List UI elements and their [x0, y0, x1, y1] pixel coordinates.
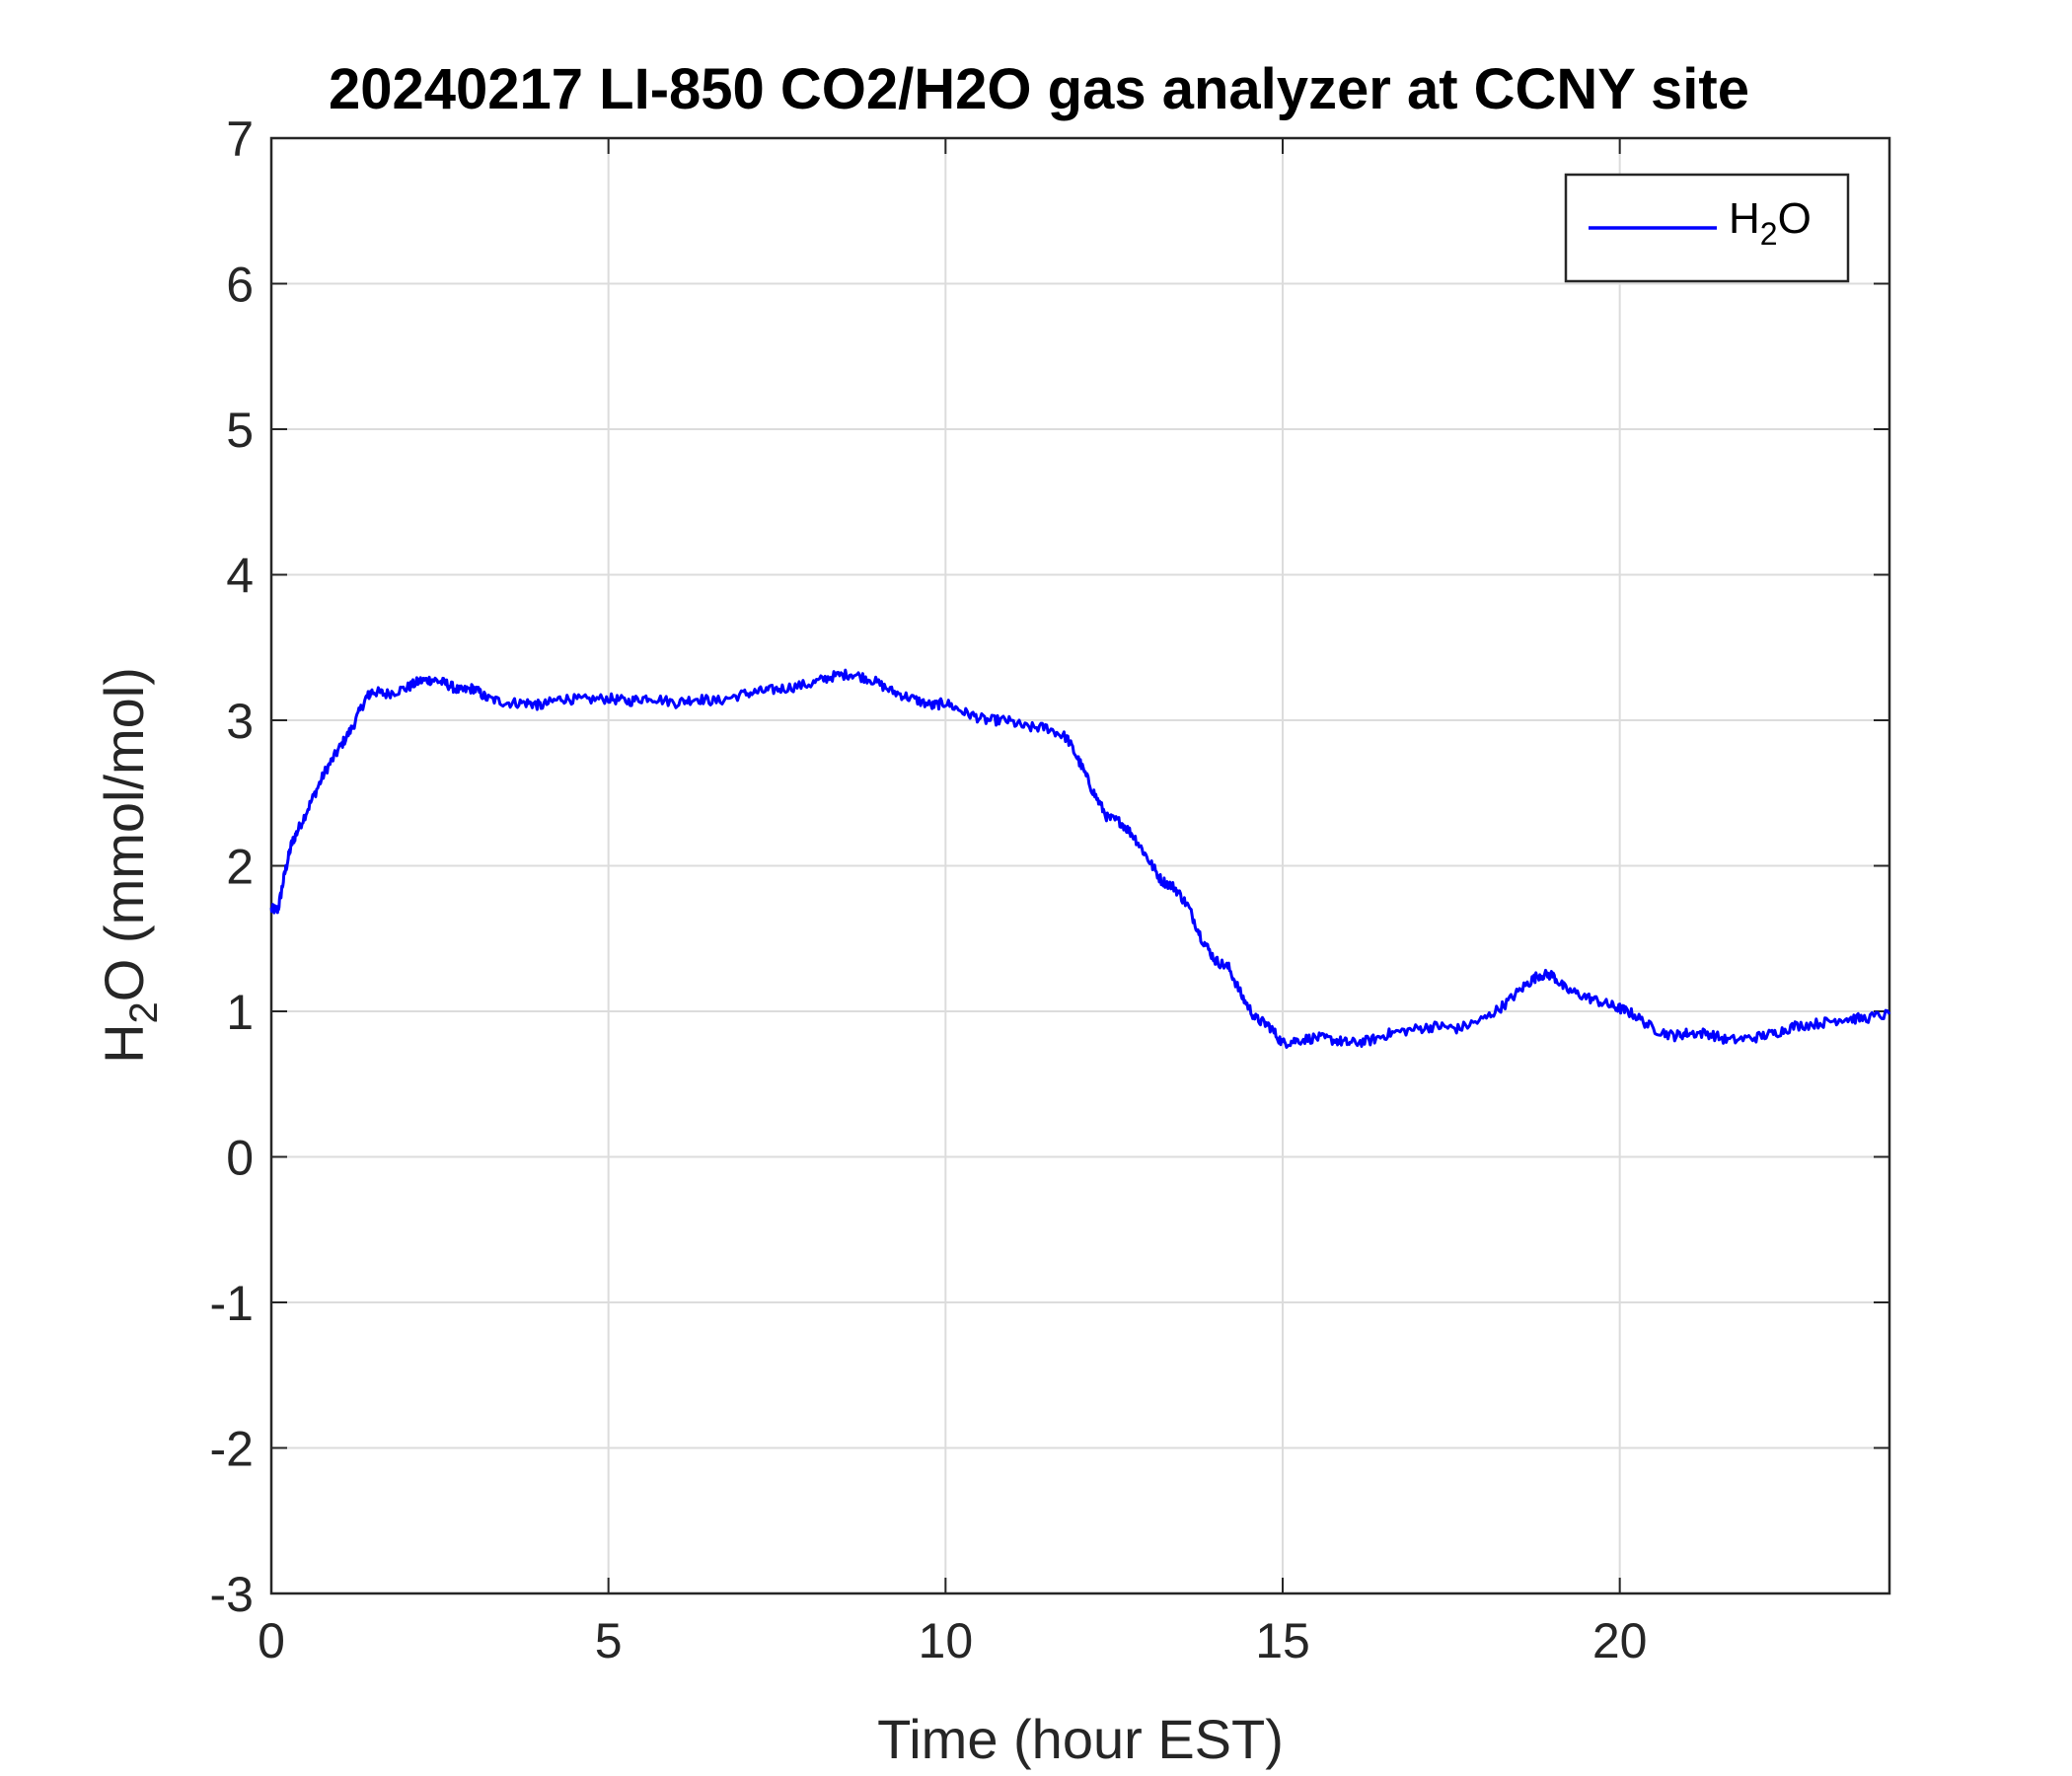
legend: H2O — [1564, 173, 1850, 283]
x-tick-label: 5 — [595, 1613, 623, 1668]
y-axis-label: H2O (mmol/mol) — [93, 667, 166, 1064]
y-tick-label: 3 — [226, 694, 254, 749]
chart-title: 20240217 LI-850 CO2/H2O gas analyzer at … — [329, 57, 1749, 121]
grid — [271, 138, 1889, 1593]
y-tick-label: 7 — [226, 111, 254, 167]
y-tick-label: -1 — [210, 1276, 254, 1331]
x-tick-label: 20 — [1592, 1613, 1648, 1668]
x-tick-label: 10 — [919, 1613, 974, 1668]
x-axis-label: Time (hour EST) — [877, 1708, 1284, 1770]
y-tick-label: -2 — [210, 1422, 254, 1477]
y-axis-label-rest: O (mmol/mol) — [93, 667, 155, 1001]
series-layer — [269, 668, 1891, 1049]
y-tick-label: 5 — [226, 403, 254, 458]
y-tick-label: 6 — [226, 258, 254, 313]
y-tick-labels: -3 -2 -1 0 1 2 3 4 5 6 7 — [210, 111, 254, 1622]
legend-entry-subscript: 2 — [1760, 216, 1778, 252]
y-tick-label: 1 — [226, 985, 254, 1040]
x-tick-labels: 0 5 10 15 20 — [258, 1613, 1647, 1668]
y-tick-label: 4 — [226, 549, 254, 604]
y-axis-label-subscript: 2 — [122, 1001, 166, 1023]
y-tick-label: 0 — [226, 1131, 254, 1186]
y-tick-label: -3 — [210, 1567, 254, 1622]
series-line-h2o — [269, 668, 1891, 1049]
legend-entry-rest: O — [1778, 194, 1812, 243]
y-axis-label-base: H — [93, 1023, 155, 1063]
axis-ticks — [270, 137, 1889, 1594]
x-tick-label: 0 — [258, 1613, 285, 1668]
legend-entry-h2o: H2O — [1729, 194, 1812, 252]
legend-entry-base: H — [1729, 194, 1760, 243]
x-tick-label: 15 — [1255, 1613, 1310, 1668]
y-tick-label: 2 — [226, 840, 254, 895]
